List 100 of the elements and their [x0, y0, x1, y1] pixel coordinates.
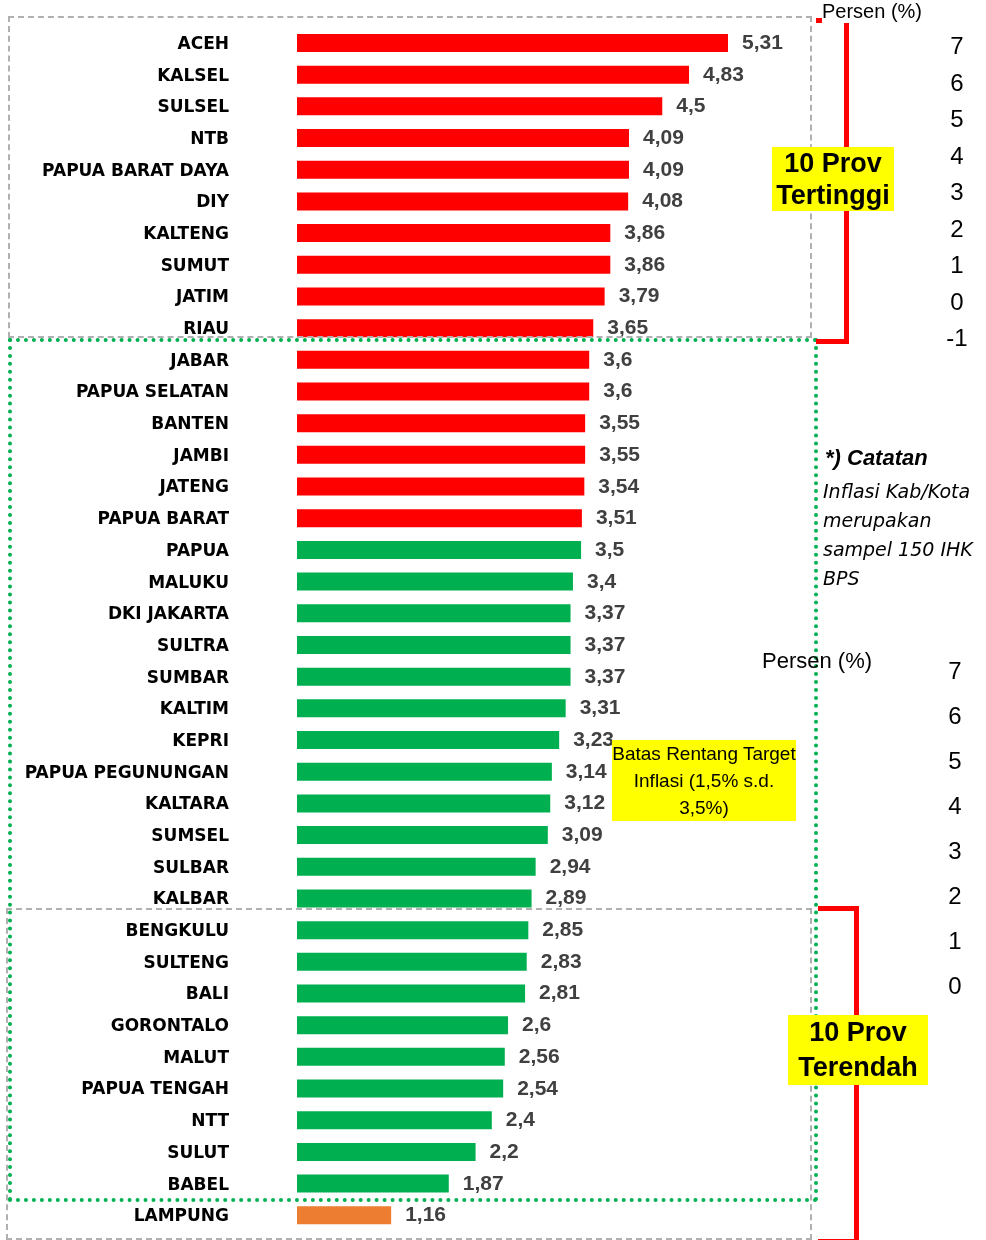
bar	[297, 572, 573, 591]
y-tick-label: KALSEL	[157, 64, 230, 85]
y-tick-label: KALTIM	[159, 698, 229, 719]
y-tick-label: LAMPUNG	[133, 1205, 229, 1226]
bar	[297, 1047, 505, 1066]
bar	[297, 826, 548, 845]
text: Persen (%)	[822, 0, 923, 23]
y-tick-label: JABAR	[169, 349, 229, 370]
y-tick-label: KALBAR	[152, 888, 229, 909]
y-tick-label: JATENG	[158, 476, 229, 497]
y-tick-label: NTT	[191, 1110, 230, 1131]
y-tick-label: ACEH	[177, 32, 229, 53]
y-tick-label: BANTEN	[151, 413, 229, 434]
data-label: 3,37	[584, 663, 626, 687]
data-label: 3,4	[586, 568, 617, 592]
data-label: 2,85	[542, 917, 584, 941]
y-tick-label: PAPUA	[166, 539, 230, 560]
y-tick-label: PAPUA BARAT	[97, 508, 230, 529]
y-tick-label: MALUT	[163, 1046, 230, 1067]
data-label: 1,87	[462, 1170, 504, 1194]
data-label: 2,56	[518, 1043, 560, 1067]
data-label: 2,94	[549, 853, 591, 877]
bar	[297, 160, 629, 179]
data-label: 3,6	[603, 346, 633, 370]
y-tick-label: GORONTALO	[110, 1015, 229, 1036]
y-tick-label: PAPUA TENGAH	[81, 1078, 229, 1099]
bar	[297, 1142, 476, 1161]
data-label: 3,12	[564, 790, 606, 814]
y-tick-label: DIY	[196, 191, 230, 212]
data-label: 3,5	[595, 536, 625, 560]
y-tick-label: SUMSEL	[151, 824, 230, 845]
y-tick-label: PAPUA BARAT DAYA	[42, 159, 230, 180]
y-tick-label: NTB	[190, 127, 229, 148]
data-label: 2,89	[545, 885, 587, 909]
data-label: 2,2	[489, 1138, 519, 1162]
annotation: Batas Rentang Target Inflasi (1,5% s.d. 3,5%)	[612, 740, 796, 821]
bar	[297, 731, 560, 750]
y-tick-label: KALTARA	[144, 793, 230, 814]
bar	[297, 984, 526, 1003]
data-label: 4,5	[676, 93, 706, 117]
y-tick-label: KEPRI	[172, 729, 229, 750]
bar	[297, 921, 529, 940]
bar	[297, 604, 571, 623]
text: 10 Prov Terendah	[788, 1015, 928, 1085]
data-label: 3,55	[599, 441, 641, 465]
data-label: 3,55	[599, 410, 641, 434]
y-tick-label: MALUKU	[148, 571, 229, 592]
bar	[297, 255, 611, 274]
y-tick-label: SULUT	[167, 1141, 230, 1162]
bar	[297, 445, 586, 464]
data-label: 3,79	[618, 283, 660, 307]
text: 10 Prov Tertinggi	[772, 147, 894, 211]
data-label: 2,4	[505, 1107, 536, 1131]
bar	[297, 33, 728, 52]
bar	[297, 889, 532, 908]
text: *) Catatan	[825, 445, 928, 471]
bar	[297, 319, 594, 338]
bar	[297, 857, 536, 876]
data-label: 3,31	[579, 695, 621, 719]
y-tick-label: KALTENG	[143, 222, 229, 243]
bar	[297, 477, 585, 496]
data-label: 3,37	[584, 600, 626, 624]
data-label: 3,54	[598, 473, 640, 497]
y-tick-label: SULBAR	[152, 856, 229, 877]
bar	[297, 635, 571, 654]
bar	[297, 97, 663, 116]
data-label: 3,14	[565, 758, 608, 782]
y-tick-label: BALI	[185, 983, 229, 1004]
data-label: 2,54	[517, 1075, 559, 1099]
bar	[297, 762, 552, 781]
bar	[297, 287, 605, 306]
y-tick-label: SULSEL	[157, 96, 230, 117]
y-tick-label: DKI JAKARTA	[107, 603, 230, 624]
y-tick-label: SULTENG	[143, 951, 229, 972]
y-tick-label: BENGKULU	[125, 920, 229, 941]
bar	[297, 699, 566, 718]
data-label: 2,83	[540, 948, 582, 972]
bar	[297, 65, 690, 84]
data-label: 3,6	[603, 378, 633, 402]
bar	[297, 952, 527, 971]
data-label: 4,09	[642, 125, 684, 149]
y-tick-label: JAMBI	[172, 444, 229, 465]
y-tick-label: JATIM	[174, 286, 229, 307]
bar	[297, 1174, 449, 1193]
bar	[297, 224, 611, 243]
data-label: 4,09	[642, 156, 684, 180]
data-label: 2,6	[522, 1012, 552, 1036]
bar	[297, 1016, 509, 1035]
data-label: 3,86	[624, 220, 666, 244]
y-tick-label: SULTRA	[157, 634, 230, 655]
bar	[297, 667, 571, 686]
data-label: 3,09	[561, 822, 603, 846]
bar	[297, 129, 629, 148]
y-tick-label: BABEL	[167, 1173, 230, 1194]
data-label: 3,37	[584, 631, 626, 655]
data-label: 3,86	[624, 251, 666, 275]
bar	[297, 1206, 392, 1225]
data-label: 5,31	[742, 29, 784, 53]
bar	[297, 1079, 504, 1098]
data-label: 4,08	[642, 188, 684, 212]
